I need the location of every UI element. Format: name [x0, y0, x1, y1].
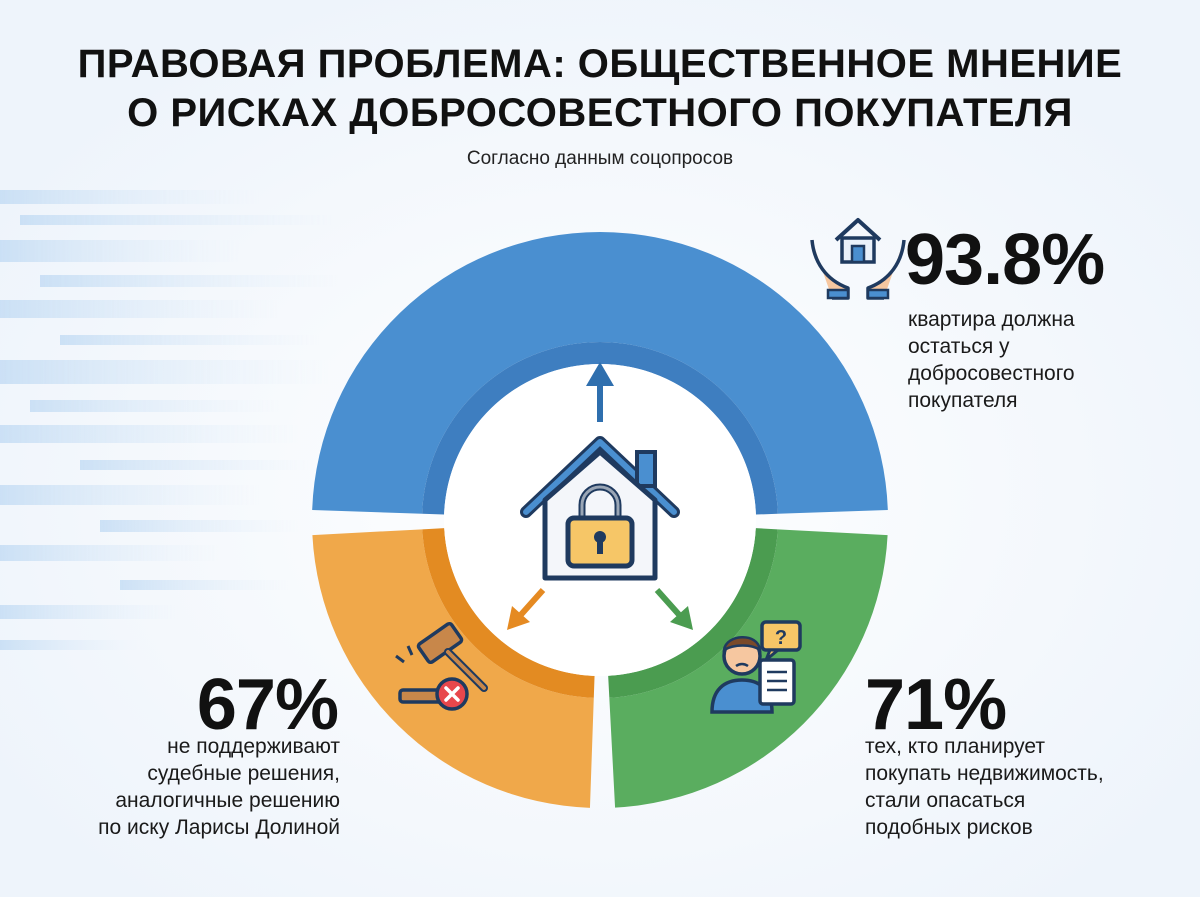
stat-desc-line: тех, кто планирует [865, 735, 1046, 758]
stat-desc-line: не поддерживают [167, 735, 340, 758]
stat-desc-line: квартира должна [908, 308, 1075, 331]
arrow-up-icon [586, 362, 614, 422]
donut-slice-orange [312, 529, 594, 808]
stat-desc-line: добросовестного [908, 362, 1075, 385]
stat-value-orange: 67% [196, 665, 339, 745]
house-in-hands-icon [810, 218, 906, 300]
worried-person-document-icon: ? [710, 620, 802, 714]
title-line-2: О РИСКАХ ДОБРОСОВЕСТНОГО ПОКУПАТЕЛЯ [127, 91, 1073, 135]
stat-desc-orange: не поддерживают судебные решения, аналог… [20, 733, 340, 841]
subtitle: Согласно данным соцопросов [466, 148, 734, 169]
stat-value-green: 71% [865, 665, 1007, 745]
donut-slice-blue [312, 231, 888, 514]
donut-slice-orange-inner-band [422, 528, 595, 698]
arrow-down-right-icon [654, 588, 693, 630]
stat-value-blue: 93.8% [905, 220, 1105, 300]
gavel-cancel-icon [395, 621, 488, 711]
arrow-down-left-icon [507, 588, 546, 630]
locked-house-icon [520, 436, 680, 581]
stat-desc-line: судебные решения, [147, 762, 340, 785]
stat-desc-blue: квартира должна остаться у добросовестно… [908, 306, 1168, 414]
stat-desc-green: тех, кто планирует покупать недвижимость… [865, 733, 1185, 841]
stat-desc-line: покупателя [908, 389, 1018, 412]
stat-desc-line: аналогичные решению [115, 789, 340, 812]
donut-slice-blue-inner-band [422, 341, 778, 515]
stat-desc-line: остаться у [908, 335, 1010, 358]
stat-desc-line: покупать недвижимость, [865, 762, 1104, 785]
title-line-1: ПРАВОВАЯ ПРОБЛЕМА: ОБЩЕСТВЕННОЕ МНЕНИЕ [77, 42, 1123, 86]
donut-slice-green-inner-band [608, 528, 778, 698]
page-title: ПРАВОВАЯ ПРОБЛЕМА: ОБЩЕСТВЕННОЕ МНЕНИЕ О… [0, 40, 1200, 138]
stat-desc-line: стали опасаться [865, 789, 1026, 812]
svg-text:?: ? [775, 627, 787, 649]
stat-desc-line: подобных рисков [865, 816, 1033, 839]
stat-desc-line: по иску Ларисы Долиной [98, 816, 340, 839]
